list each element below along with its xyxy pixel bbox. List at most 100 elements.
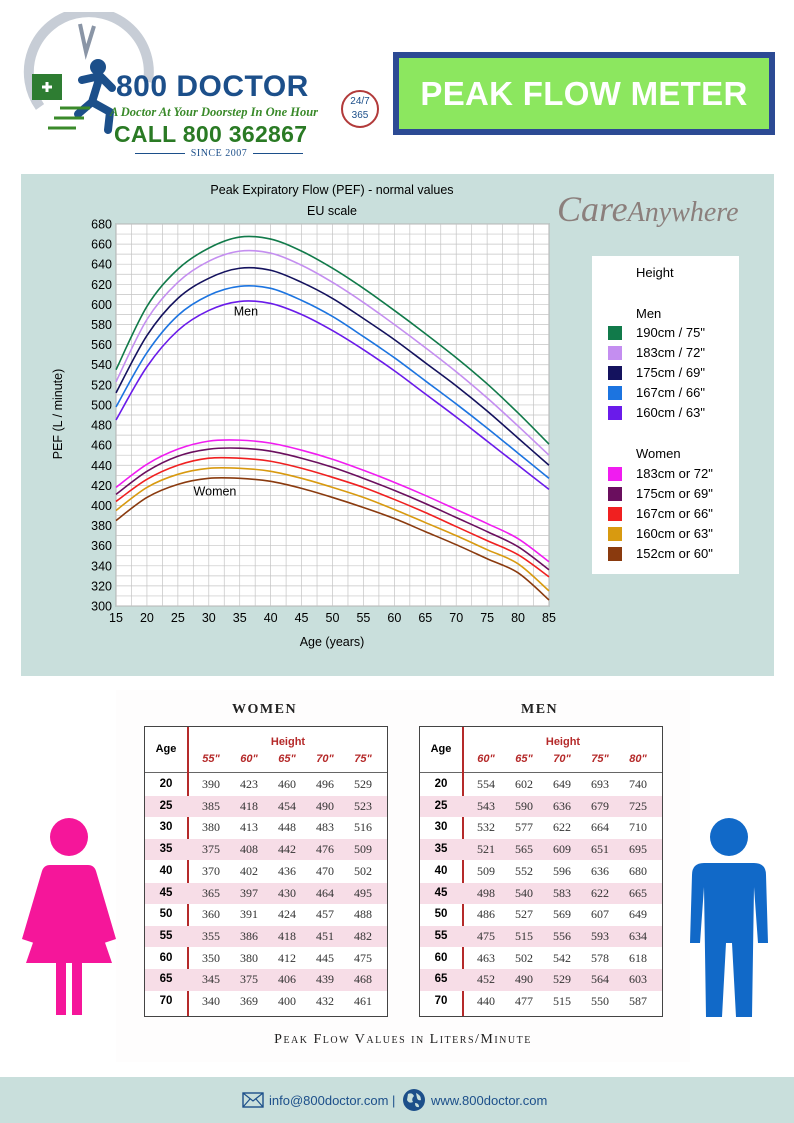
- value-cell: 664: [591, 820, 609, 835]
- value-cell: 651: [591, 842, 609, 857]
- value-cell: 740: [629, 777, 647, 791]
- x-tick-label: 85: [542, 611, 556, 625]
- value-cell: 385: [202, 798, 220, 813]
- table-row: 20 554 602 649 693 740: [420, 774, 662, 795]
- age-cell: 45: [434, 886, 448, 899]
- badge-bottom: 365: [351, 110, 369, 121]
- age-cell: 50: [434, 908, 448, 921]
- legend-swatch: [608, 386, 622, 400]
- value-cell: 402: [240, 863, 258, 878]
- value-cell: 350: [202, 950, 220, 965]
- series-line: [115, 447, 550, 571]
- value-cell: 710: [629, 820, 647, 835]
- age-header: Age: [155, 743, 177, 755]
- x-tick-label: 50: [326, 611, 340, 625]
- legend-group-men: Men: [636, 306, 662, 321]
- footer-website-link[interactable]: www.800doctor.com: [431, 1093, 548, 1108]
- table-caption: Peak Flow Values in Liters/Minute: [274, 1032, 532, 1047]
- value-cell: 498: [477, 885, 495, 900]
- value-cell: 636: [591, 863, 609, 878]
- value-cell: 634: [629, 928, 647, 943]
- legend-label: 183cm or 72": [636, 466, 713, 481]
- table-row: 30 380 413 448 483 516: [145, 817, 387, 838]
- legend-label: 152cm or 60": [636, 546, 713, 561]
- table-row: 65 452 490 529 564 603: [420, 969, 662, 991]
- value-cell: 607: [591, 907, 609, 922]
- logo: 800 DOCTOR A Doctor At Your Doorstep In …: [16, 8, 381, 160]
- legend-label: 160cm / 63": [636, 405, 705, 420]
- y-tick-label: 460: [91, 439, 112, 453]
- value-cell: 476: [316, 842, 334, 857]
- footer-email-link[interactable]: info@800doctor.com: [269, 1093, 389, 1108]
- value-cell: 618: [629, 950, 647, 965]
- value-cell: 430: [278, 885, 296, 900]
- table-row: 35 375 408 442 476 509: [145, 839, 387, 861]
- height-header: Height: [270, 736, 306, 748]
- y-tick-label: 620: [91, 278, 112, 292]
- height-column-header: 70": [553, 753, 571, 765]
- series-line: [115, 285, 550, 479]
- height-column-header: 55": [202, 753, 220, 765]
- badge-top: 24/7: [350, 96, 370, 107]
- value-cell: 649: [629, 907, 647, 922]
- x-tick-label: 40: [264, 611, 278, 625]
- y-tick-label: 600: [91, 298, 112, 312]
- page-title: PEAK FLOW METER: [399, 58, 769, 129]
- since-label: SINCE 2007: [108, 148, 330, 159]
- value-cell: 386: [240, 928, 258, 943]
- y-tick-label: 300: [91, 600, 112, 614]
- value-cell: 475: [354, 950, 372, 965]
- legend-swatch: [608, 326, 622, 340]
- legend-label: 175cm / 69": [636, 365, 705, 380]
- table-row: 25 543 590 636 679 725: [420, 795, 662, 817]
- series-line: [115, 300, 550, 491]
- table-row: 20 390 423 460 496 529: [145, 774, 387, 795]
- value-cell: 556: [553, 928, 571, 943]
- men-table: Age Height 20 554 602 649 693 740 25 543 590 636 6…: [419, 726, 663, 1017]
- annotation-women: Women: [194, 484, 237, 498]
- age-cell: 35: [434, 843, 448, 856]
- watermark-anywhere: Anywhere: [627, 197, 739, 228]
- y-axis-label: PEF (L / minute): [51, 369, 65, 460]
- value-cell: 412: [278, 950, 296, 965]
- height-column-header: 80": [629, 753, 647, 765]
- value-cell: 509: [477, 863, 495, 878]
- value-cell: 380: [202, 820, 220, 835]
- value-cell: 470: [316, 863, 334, 878]
- value-cell: 587: [629, 994, 647, 1008]
- chart-subtitle: EU scale: [307, 204, 357, 218]
- series-line: [115, 439, 550, 563]
- value-cell: 502: [515, 950, 533, 965]
- y-tick-label: 320: [91, 579, 112, 593]
- value-cell: 375: [202, 842, 220, 857]
- brand-tagline: A Doctor At Your Doorstep In One Hour: [110, 105, 319, 119]
- value-cell: 649: [553, 777, 571, 791]
- x-tick-label: 60: [387, 611, 401, 625]
- legend-swatch: [608, 467, 622, 481]
- email-icon: [242, 1092, 264, 1108]
- value-cell: 529: [354, 777, 372, 791]
- men-table-title: MEN: [521, 702, 559, 717]
- chart-legend: Height Men 190cm / 75" 183cm / 72" 175cm…: [592, 256, 739, 574]
- value-cell: 564: [591, 972, 609, 987]
- age-cell: 40: [434, 864, 448, 877]
- value-cell: 542: [553, 950, 571, 965]
- y-tick-label: 480: [91, 419, 112, 433]
- series-line: [115, 456, 550, 578]
- table-row: 60 350 380 412 445 475: [145, 948, 387, 969]
- x-tick-label: 80: [511, 611, 525, 625]
- value-cell: 609: [553, 842, 571, 857]
- value-cell: 521: [477, 842, 495, 857]
- value-cell: 527: [515, 907, 533, 922]
- value-cell: 680: [629, 863, 647, 878]
- y-tick-label: 440: [91, 459, 112, 473]
- chart-ticks: 15 20 25 30 35 40 45 50 55 60 65 70 75 80 85 300 320 340 3…: [91, 218, 556, 626]
- value-cell: 679: [591, 798, 609, 813]
- table-row: 40 509 552 596 636 680: [420, 861, 662, 882]
- value-cell: 577: [515, 820, 533, 835]
- value-cell: 390: [202, 777, 220, 791]
- value-cell: 448: [278, 820, 296, 835]
- women-table: Age Height 20 390 423 460 496 529 25 385 418 454 4…: [144, 726, 388, 1017]
- y-tick-label: 520: [91, 378, 112, 392]
- table-row: 70 440 477 515 550 587: [420, 991, 662, 1012]
